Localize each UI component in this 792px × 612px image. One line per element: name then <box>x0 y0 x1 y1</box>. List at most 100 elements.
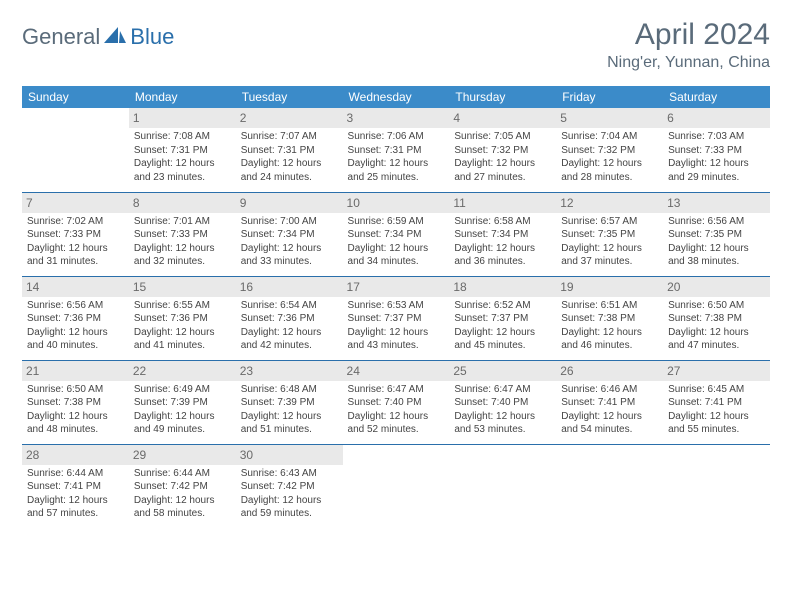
calendar-day: 9Sunrise: 7:00 AMSunset: 7:34 PMDaylight… <box>236 192 343 276</box>
sunrise-line: Sunrise: 6:48 AM <box>241 383 338 397</box>
sunrise-line: Sunrise: 7:08 AM <box>134 130 231 144</box>
day-details: Sunrise: 7:02 AMSunset: 7:33 PMDaylight:… <box>26 215 125 269</box>
daylight-line: Daylight: 12 hours and 45 minutes. <box>454 326 551 353</box>
sunset-line: Sunset: 7:39 PM <box>134 396 231 410</box>
sunset-line: Sunset: 7:31 PM <box>134 144 231 158</box>
day-number: 26 <box>556 361 663 381</box>
sunset-line: Sunset: 7:38 PM <box>668 312 765 326</box>
calendar-day: 26Sunrise: 6:46 AMSunset: 7:41 PMDayligh… <box>556 360 663 444</box>
calendar-day: 2Sunrise: 7:07 AMSunset: 7:31 PMDaylight… <box>236 108 343 192</box>
daylight-line: Daylight: 12 hours and 25 minutes. <box>348 157 445 184</box>
sunset-line: Sunset: 7:34 PM <box>454 228 551 242</box>
daylight-line: Daylight: 12 hours and 53 minutes. <box>454 410 551 437</box>
sunset-line: Sunset: 7:42 PM <box>241 480 338 494</box>
daylight-line: Daylight: 12 hours and 51 minutes. <box>241 410 338 437</box>
sunrise-line: Sunrise: 6:51 AM <box>561 299 658 313</box>
calendar-day <box>449 444 556 528</box>
calendar-day: 18Sunrise: 6:52 AMSunset: 7:37 PMDayligh… <box>449 276 556 360</box>
sunset-line: Sunset: 7:32 PM <box>561 144 658 158</box>
daylight-line: Daylight: 12 hours and 37 minutes. <box>561 242 658 269</box>
day-details: Sunrise: 7:07 AMSunset: 7:31 PMDaylight:… <box>240 130 339 184</box>
sunrise-line: Sunrise: 6:54 AM <box>241 299 338 313</box>
sunset-line: Sunset: 7:31 PM <box>348 144 445 158</box>
calendar-day: 12 Sunrise: 6:57 AMSunset: 7:35 PMDayligh… <box>556 192 663 276</box>
calendar-week: 7Sunrise: 7:02 AMSunset: 7:33 PMDaylight… <box>22 192 770 276</box>
day-details: Sunrise: 7:06 AMSunset: 7:31 PMDaylight:… <box>347 130 446 184</box>
day-details: Sunrise: 6:51 AMSunset: 7:38 PMDaylight:… <box>560 299 659 353</box>
day-number: 4 <box>449 108 556 128</box>
sunset-line: Sunset: 7:34 PM <box>241 228 338 242</box>
sunrise-line: Sunrise: 7:02 AM <box>27 215 124 229</box>
day-details: Sunrise: 6:46 AMSunset: 7:41 PMDaylight:… <box>560 383 659 437</box>
calendar-day: 4Sunrise: 7:05 AMSunset: 7:32 PMDaylight… <box>449 108 556 192</box>
location: Ning'er, Yunnan, China <box>607 54 770 72</box>
sunset-line: Sunset: 7:37 PM <box>454 312 551 326</box>
sunrise-line: Sunrise: 6:52 AM <box>454 299 551 313</box>
sunrise-line: Sunrise: 6:44 AM <box>134 467 231 481</box>
calendar-day: 29Sunrise: 6:44 AMSunset: 7:42 PMDayligh… <box>129 444 236 528</box>
sunset-line: Sunset: 7:33 PM <box>668 144 765 158</box>
sunrise-line: Sunrise: 6:47 AM <box>348 383 445 397</box>
sunset-line: Sunset: 7:37 PM <box>348 312 445 326</box>
day-details: Sunrise: 6:45 AMSunset: 7:41 PMDaylight:… <box>667 383 766 437</box>
day-details: Sunrise: 6:58 AMSunset: 7:34 PMDaylight:… <box>453 215 552 269</box>
sunset-line: Sunset: 7:35 PM <box>561 228 658 242</box>
sunset-line: Sunset: 7:38 PM <box>27 396 124 410</box>
daylight-line: Daylight: 12 hours and 31 minutes. <box>27 242 124 269</box>
daylight-line: Daylight: 12 hours and 57 minutes. <box>27 494 124 521</box>
day-details: Sunrise: 6:59 AMSunset: 7:34 PMDaylight:… <box>347 215 446 269</box>
calendar-day: 3Sunrise: 7:06 AMSunset: 7:31 PMDaylight… <box>343 108 450 192</box>
weekday-header: Wednesday <box>343 86 450 108</box>
sunset-line: Sunset: 7:40 PM <box>454 396 551 410</box>
calendar-day: 20Sunrise: 6:50 AMSunset: 7:38 PMDayligh… <box>663 276 770 360</box>
sunset-line: Sunset: 7:38 PM <box>561 312 658 326</box>
calendar-day: 25 Sunrise: 6:47 AMSunset: 7:40 PMDayligh… <box>449 360 556 444</box>
day-number: 29 <box>129 445 236 465</box>
day-number: 24 <box>343 361 450 381</box>
calendar-week: 14Sunrise: 6:56 AMSunset: 7:36 PMDayligh… <box>22 276 770 360</box>
day-number: 15 <box>129 277 236 297</box>
day-number: 12 <box>556 193 663 213</box>
day-details: Sunrise: 6:44 AMSunset: 7:41 PMDaylight:… <box>26 467 125 521</box>
day-number: 14 <box>22 277 129 297</box>
daylight-line: Daylight: 12 hours and 28 minutes. <box>561 157 658 184</box>
day-number: 16 <box>236 277 343 297</box>
logo: General Blue <box>22 24 174 50</box>
sunrise-line: Sunrise: 6:46 AM <box>561 383 658 397</box>
sunset-line: Sunset: 7:36 PM <box>241 312 338 326</box>
calendar-week: 28Sunrise: 6:44 AMSunset: 7:41 PMDayligh… <box>22 444 770 528</box>
daylight-line: Daylight: 12 hours and 33 minutes. <box>241 242 338 269</box>
calendar-day: 7Sunrise: 7:02 AMSunset: 7:33 PMDaylight… <box>22 192 129 276</box>
calendar: SundayMondayTuesdayWednesdayThursdayFrid… <box>22 86 770 528</box>
day-number: 6 <box>663 108 770 128</box>
daylight-line: Daylight: 12 hours and 52 minutes. <box>348 410 445 437</box>
sunset-line: Sunset: 7:41 PM <box>561 396 658 410</box>
calendar-header: SundayMondayTuesdayWednesdayThursdayFrid… <box>22 86 770 108</box>
sunset-line: Sunset: 7:41 PM <box>27 480 124 494</box>
weekday-header: Friday <box>556 86 663 108</box>
calendar-day <box>343 444 450 528</box>
day-details: Sunrise: 6:43 AMSunset: 7:42 PMDaylight:… <box>240 467 339 521</box>
day-number: 25 <box>449 361 556 381</box>
day-details: Sunrise: 7:08 AMSunset: 7:31 PMDaylight:… <box>133 130 232 184</box>
daylight-line: Daylight: 12 hours and 54 minutes. <box>561 410 658 437</box>
daylight-line: Daylight: 12 hours and 27 minutes. <box>454 157 551 184</box>
title-block: April 2024 Ning'er, Yunnan, China <box>607 18 770 72</box>
sunrise-line: Sunrise: 6:57 AM <box>561 215 658 229</box>
day-number: 7 <box>22 193 129 213</box>
calendar-day: 19Sunrise: 6:51 AMSunset: 7:38 PMDayligh… <box>556 276 663 360</box>
day-number: 13 <box>663 193 770 213</box>
day-details: Sunrise: 7:01 AMSunset: 7:33 PMDaylight:… <box>133 215 232 269</box>
day-details: Sunrise: 6:44 AMSunset: 7:42 PMDaylight:… <box>133 467 232 521</box>
day-details: Sunrise: 6:47 AMSunset: 7:40 PMDaylight:… <box>347 383 446 437</box>
daylight-line: Daylight: 12 hours and 29 minutes. <box>668 157 765 184</box>
daylight-line: Daylight: 12 hours and 34 minutes. <box>348 242 445 269</box>
day-details: Sunrise: 7:05 AMSunset: 7:32 PMDaylight:… <box>453 130 552 184</box>
daylight-line: Daylight: 12 hours and 38 minutes. <box>668 242 765 269</box>
calendar-day <box>22 108 129 192</box>
calendar-day: 8Sunrise: 7:01 AMSunset: 7:33 PMDaylight… <box>129 192 236 276</box>
sunrise-line: Sunrise: 6:47 AM <box>454 383 551 397</box>
daylight-line: Daylight: 12 hours and 36 minutes. <box>454 242 551 269</box>
daylight-line: Daylight: 12 hours and 24 minutes. <box>241 157 338 184</box>
day-number: 9 <box>236 193 343 213</box>
